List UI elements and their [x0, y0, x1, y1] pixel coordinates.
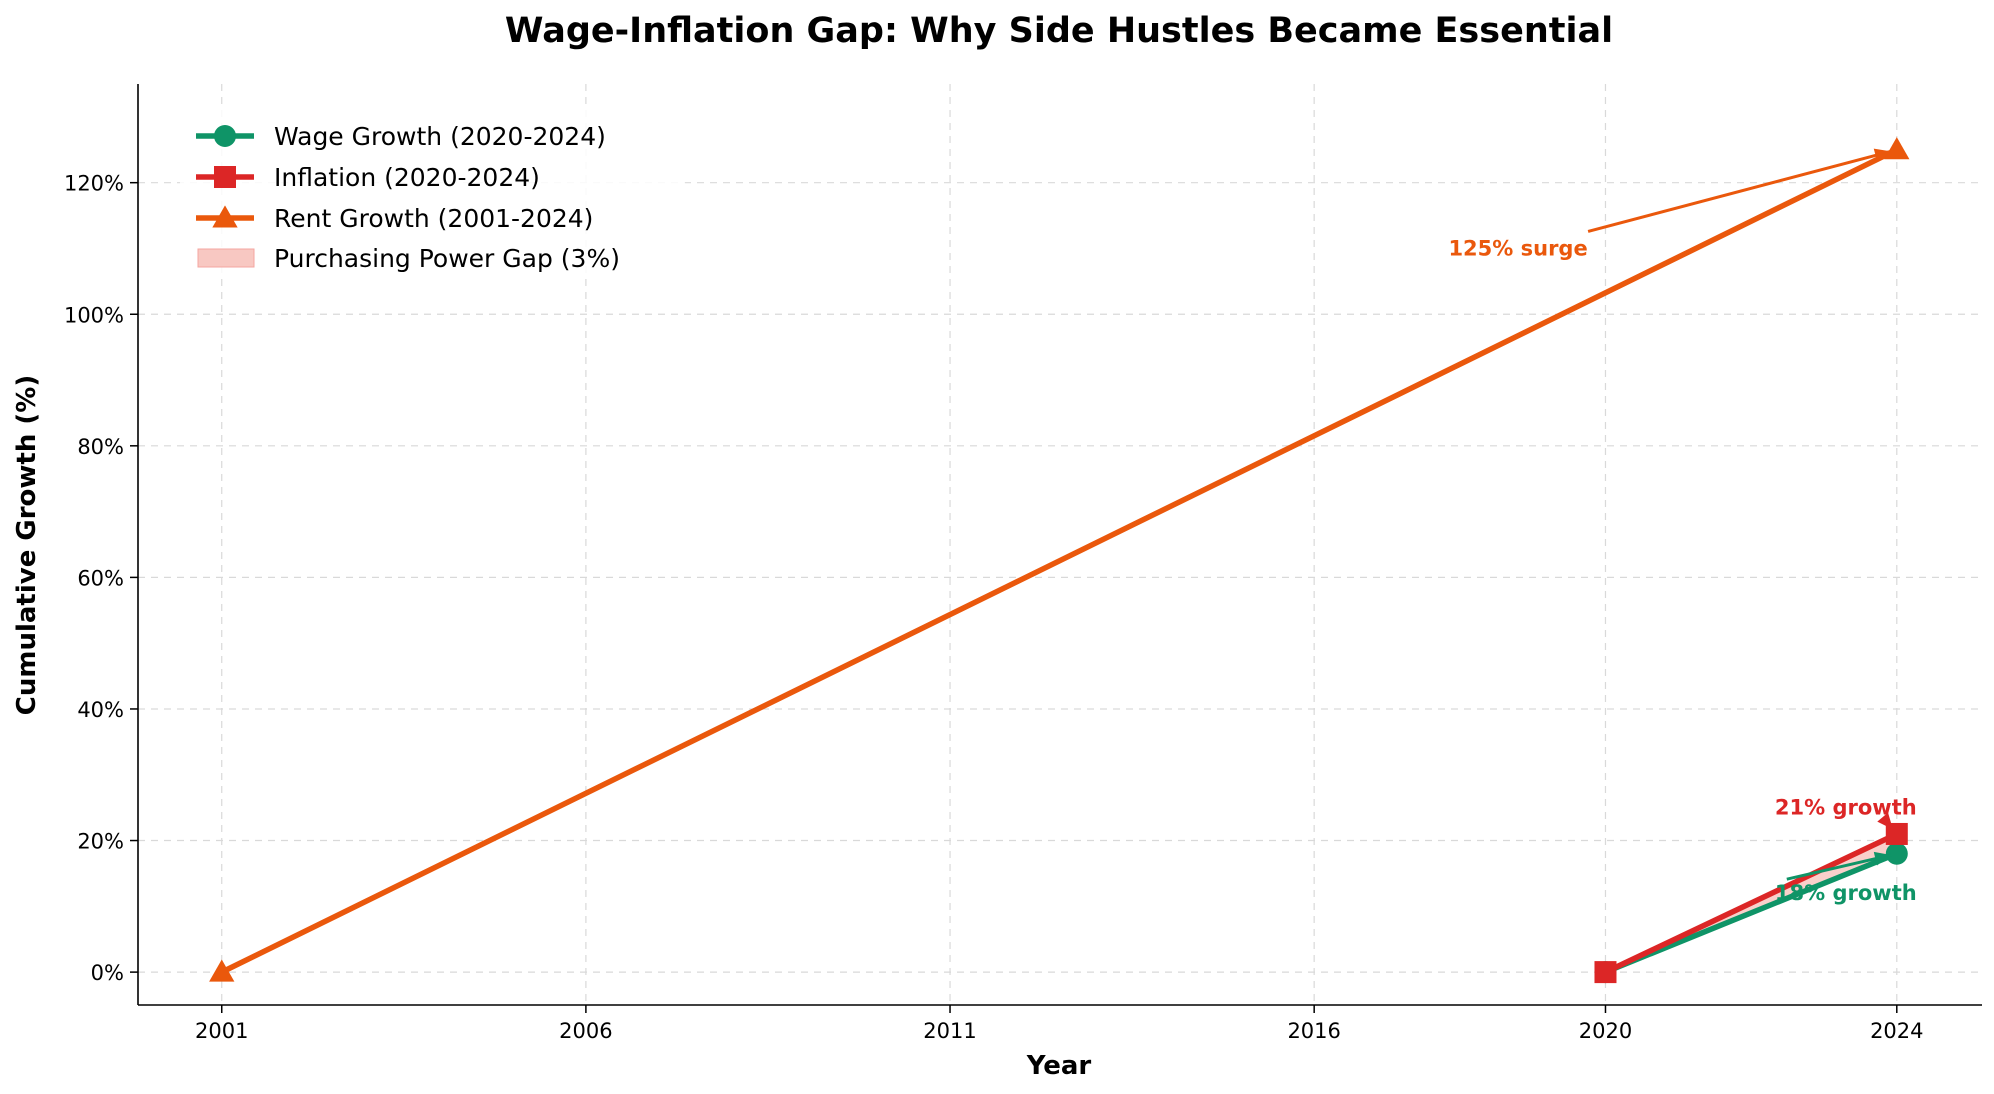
legend-label-wage: Wage Growth (2020-2024): [274, 122, 606, 151]
x-tick-label: 2024: [1870, 1019, 1923, 1043]
rent-point-2001: [209, 959, 235, 982]
annotations: 125% surge 21% growth 18% growth: [1448, 148, 1917, 905]
series-lines: [209, 137, 1910, 984]
inflation-point-2020: [1594, 961, 1617, 984]
legend-box: [180, 110, 685, 275]
legend-label-inflation: Inflation (2020-2024): [274, 163, 540, 192]
rent-line: [219, 147, 1900, 975]
y-tick-label: 20%: [77, 830, 124, 854]
legend-marker-wage: [214, 125, 236, 147]
y-tick-label: 40%: [77, 698, 124, 722]
legend-marker-rent: [212, 205, 238, 228]
annotation-label-0: 125% surge: [1448, 236, 1587, 260]
annotation-arrowhead-0: [1873, 148, 1891, 163]
annotation-label-1: 21% growth: [1775, 796, 1917, 820]
y-tick-label: 80%: [77, 435, 124, 459]
x-tick-label: 2016: [1287, 1019, 1340, 1043]
legend: Wage Growth (2020-2024) Inflation (2020-2…: [180, 110, 685, 275]
axes-spines: [137, 84, 1982, 1006]
rent-point-2024: [1884, 137, 1910, 160]
y-tick-label: 0%: [91, 961, 124, 985]
x-tick-label: 2020: [1579, 1019, 1632, 1043]
legend-label-rent: Rent Growth (2001-2024): [274, 204, 593, 233]
y-axis-label: Cumulative Growth (%): [12, 375, 42, 715]
annotation-arrowhead-1: [1877, 812, 1893, 830]
x-axis-ticks: 2001 2006 2011 2016 2020 2024: [195, 1005, 1924, 1043]
x-tick-label: 2011: [923, 1019, 976, 1043]
grid-lines: [138, 84, 1982, 1005]
legend-label-gap: Purchasing Power Gap (3%): [274, 244, 620, 273]
y-tick-label: 60%: [77, 566, 124, 590]
legend-swatch-gap: [197, 248, 255, 268]
annotation-arrow-0: [1587, 149, 1892, 233]
annotation-label-2: 18% growth: [1775, 881, 1917, 905]
legend-marker-inflation: [214, 166, 236, 188]
y-tick-label: 120%: [64, 172, 124, 196]
chart-title: Wage-Inflation Gap: Why Side Hustles Bec…: [505, 11, 1613, 51]
x-tick-label: 2001: [195, 1019, 248, 1043]
inflation-line: [1602, 831, 1900, 975]
wage-line: [1602, 850, 1900, 975]
wage-point-2024: [1885, 842, 1908, 865]
inflation-series: [1594, 822, 1908, 984]
x-axis-label: Year: [1026, 1051, 1092, 1081]
rent-series: [209, 137, 1910, 982]
annotation-arrowhead-2: [1873, 851, 1891, 866]
x-tick-label: 2006: [559, 1019, 612, 1043]
annotation-arrow-2: [1786, 853, 1892, 881]
y-axis-ticks: 0% 20% 40% 60% 80% 100% 120%: [64, 172, 138, 985]
y-tick-label: 100%: [64, 303, 124, 327]
